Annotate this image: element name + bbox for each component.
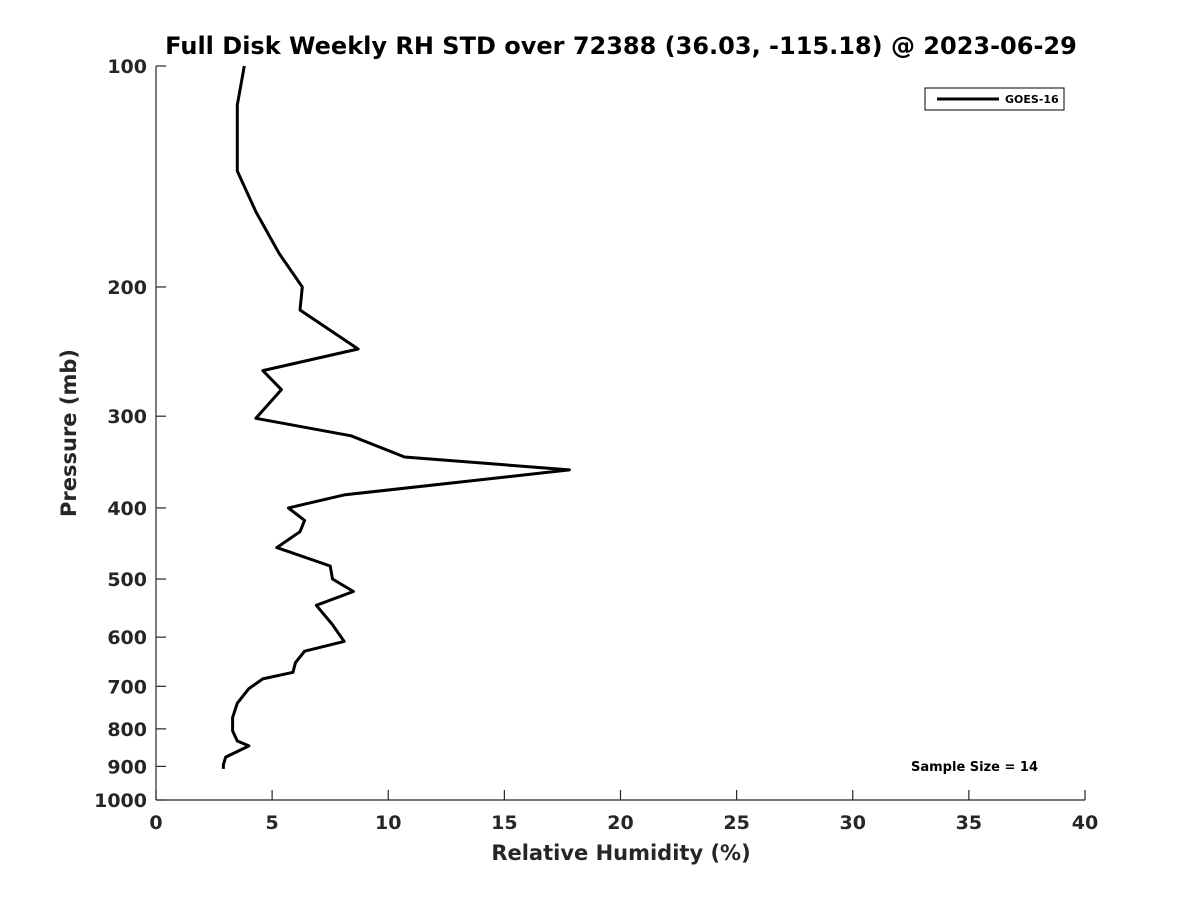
x-tick-label: 0 xyxy=(149,812,162,834)
legend-entry-goes-16: GOES-16 xyxy=(1005,93,1059,106)
y-tick-label: 400 xyxy=(107,498,147,520)
x-tick-label: 40 xyxy=(1072,812,1098,834)
sample-size-annotation: Sample Size = 14 xyxy=(911,760,1038,775)
y-tick-label: 200 xyxy=(107,277,147,299)
x-axis-ticks: 0 5 10 15 20 25 30 35 40 xyxy=(149,790,1098,834)
y-tick-label: 300 xyxy=(107,406,147,428)
y-tick-label: 900 xyxy=(107,756,147,778)
y-tick-label: 600 xyxy=(107,627,147,649)
series-line-goes-16 xyxy=(221,65,571,769)
x-tick-label: 10 xyxy=(375,812,401,834)
x-tick-label: 20 xyxy=(607,812,633,834)
x-tick-label: 15 xyxy=(491,812,517,834)
x-tick-label: 30 xyxy=(840,812,866,834)
y-tick-label: 700 xyxy=(107,676,147,698)
y-tick-label: 800 xyxy=(107,719,147,741)
y-tick-label: 1000 xyxy=(94,790,147,812)
y-tick-label: 100 xyxy=(107,56,147,78)
x-tick-label: 5 xyxy=(266,812,279,834)
chart-title: Full Disk Weekly RH STD over 72388 (36.0… xyxy=(165,32,1077,60)
legend: GOES-16 xyxy=(924,87,1065,111)
y-tick-label: 500 xyxy=(107,569,147,591)
x-axis-label: Relative Humidity (%) xyxy=(491,841,750,865)
y-axis-ticks: 100 200 300 400 500 600 700 800 900 1000 xyxy=(94,56,166,812)
y-axis-label: Pressure (mb) xyxy=(57,349,81,517)
x-tick-label: 25 xyxy=(723,812,749,834)
x-tick-label: 35 xyxy=(956,812,982,834)
series-layer xyxy=(221,65,571,769)
